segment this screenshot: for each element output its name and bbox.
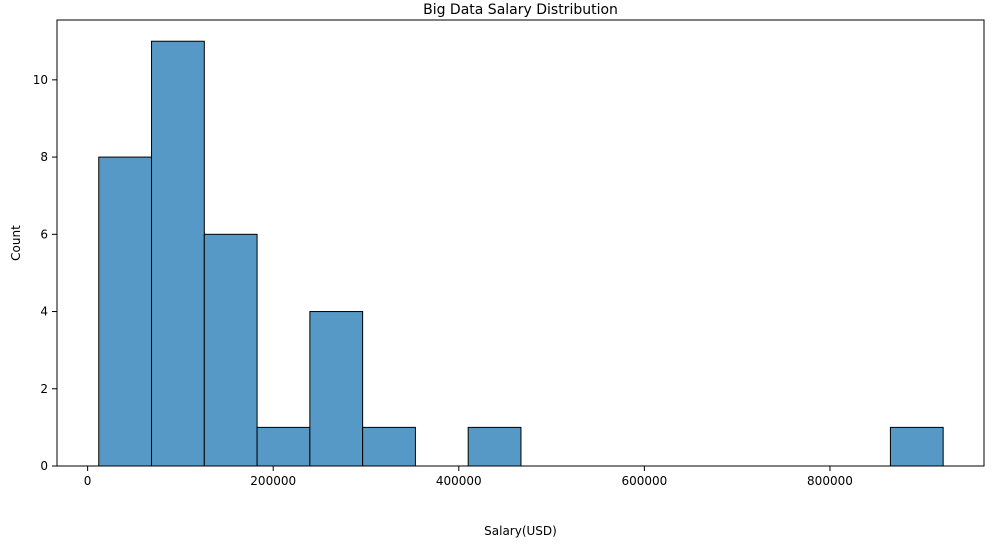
chart-title: Big Data Salary Distribution (423, 2, 618, 18)
histogram-bar (889, 426, 944, 467)
y-tick-label: 8 (40, 150, 48, 164)
x-tick-label: 800000 (807, 474, 853, 488)
x-axis-label: Salary(USD) (484, 524, 557, 538)
y-tick-label: 6 (40, 227, 48, 241)
histogram-bar (256, 426, 311, 467)
histogram-bar (151, 40, 205, 467)
histogram-bar (203, 233, 258, 467)
plot-frame (56, 19, 985, 467)
x-tick-label: 400000 (436, 474, 482, 488)
histogram-bar (309, 311, 364, 467)
x-tick-label: 0 (84, 474, 92, 488)
y-axis-label: Count (9, 225, 23, 261)
x-tick-label: 600000 (621, 474, 667, 488)
x-tick-label: 200000 (250, 474, 296, 488)
y-tick-label: 10 (33, 73, 48, 87)
bars-group (98, 40, 944, 467)
y-tick-label: 0 (40, 459, 48, 473)
histogram-bar (467, 426, 522, 467)
x-axis-ticks: 0 200000 400000 600000 800000 (84, 466, 853, 488)
y-tick-label: 2 (40, 382, 48, 396)
histogram-bar (98, 156, 153, 467)
y-axis-ticks: 0 2 4 6 8 10 (33, 73, 57, 473)
histogram-bar (362, 426, 416, 467)
y-tick-label: 4 (40, 305, 48, 319)
